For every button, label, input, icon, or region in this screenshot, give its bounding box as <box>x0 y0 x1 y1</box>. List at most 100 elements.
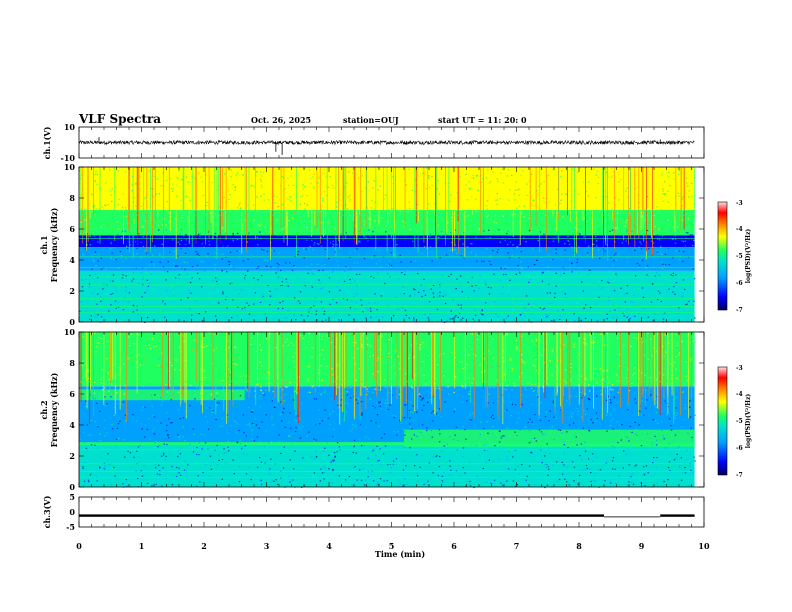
ch2-spectrogram-speckle <box>177 436 179 439</box>
ch2-spectrogram-speckle <box>251 429 253 431</box>
ch2-spectrogram-speckle <box>161 412 163 414</box>
ch2-spectrogram-speckle <box>515 356 518 358</box>
ch2-spectrogram-speckle <box>153 427 155 429</box>
ch1-spectrogram-speckle <box>236 207 239 209</box>
ch2-spectrogram-speckle <box>375 406 377 408</box>
ch2-spectrogram-speckle <box>565 336 567 338</box>
ch1-spectrogram-speckle <box>489 237 491 239</box>
ch2-spectrogram-speckle <box>107 340 110 343</box>
ch1-spectrogram-speckle <box>129 298 132 301</box>
ch1-spectrogram-speckle <box>261 186 263 189</box>
ch2-spectrogram-speckle <box>237 433 239 435</box>
ch1-spectrogram-speckle <box>592 243 594 246</box>
ch2-spectrogram-speckle <box>475 442 478 444</box>
ch2-spectrogram-speckle <box>500 437 503 439</box>
ch1-spectrogram-speckle <box>642 296 645 298</box>
ch1-spectrogram-speckle <box>202 281 205 283</box>
ch1-spectrogram-speckle <box>526 183 528 185</box>
ch2-spectrogram-speckle <box>493 479 496 481</box>
ch2-spectrogram-speckle <box>530 451 532 453</box>
ch1-spectrogram-speckle <box>291 269 294 272</box>
ch2-spectrogram-speckle <box>311 356 313 358</box>
ch2-spectrogram-speckle <box>398 404 401 406</box>
ch2-spectrogram-speckle <box>311 336 314 338</box>
ch2-spectrogram-speckle <box>484 397 486 399</box>
ch1-spectrogram-speckle <box>667 219 669 221</box>
ch2-spectrogram-speckle <box>548 409 550 411</box>
ch1-spectrogram-speckle <box>353 262 356 264</box>
ch2-spectrogram-speckle <box>538 416 540 419</box>
ch1-spectrogram-speckle <box>253 186 255 188</box>
ch1-spectrogram-speckle <box>562 309 564 311</box>
ch1-spectrogram-speckle <box>456 319 458 321</box>
ch1-spectrogram-speckle <box>202 216 204 218</box>
ch2-spectrogram-speckle <box>235 357 238 359</box>
ch1-spectrogram-speckle <box>185 239 187 241</box>
ch1-spectrogram-speckle <box>551 219 553 221</box>
ch2-spectrogram-speckle <box>80 381 83 384</box>
ch2-spectrogram-speckle <box>332 411 334 413</box>
ch1-spectrogram-speckle <box>519 314 522 316</box>
ch2-spectrogram-speckle <box>580 440 583 442</box>
ch1-spectrogram-speckle <box>84 176 86 178</box>
ch2-spectrogram-speckle <box>279 340 282 342</box>
ch2-spectrogram-speckle <box>674 366 677 369</box>
ch1-spectrogram-speckle <box>586 254 589 256</box>
ch1-spectrogram-speckle <box>615 259 617 261</box>
ch1-spectrogram-speckle <box>403 317 406 319</box>
ch1-spectrogram-speckle <box>201 320 204 322</box>
ch2-spectrogram-speckle <box>356 411 359 413</box>
ch2-spectrogram-speckle <box>104 430 106 432</box>
ch1-spectrogram-speckle <box>358 177 360 179</box>
ch1-spectrogram-speckle <box>655 272 658 274</box>
ch2-spectrogram-speckle <box>246 388 248 390</box>
ch1-spectrogram-speckle <box>302 286 304 288</box>
ch1-spectrogram-speckle <box>168 270 171 272</box>
ch2-spectrogram-speckle <box>359 418 362 420</box>
ch1-spectrogram-speckle <box>541 173 543 175</box>
ch2-spectrogram-speckle <box>664 400 666 402</box>
ch1-spectrogram-speckle <box>259 301 262 304</box>
ch1-spectrogram-speckle <box>683 234 685 236</box>
ch1-spectrogram-speckle <box>180 229 183 231</box>
ch1-spectrogram-speckle <box>269 304 271 306</box>
ch2-spectrogram-speckle <box>166 333 168 335</box>
ch2-spectrogram-speckle <box>81 393 84 396</box>
ch2-spectrogram-speckle <box>544 464 546 466</box>
ch1-spectrogram-speckle <box>560 199 562 201</box>
ch1-spectrogram-speckle <box>559 315 561 317</box>
ch1-spectrogram-speckle <box>621 314 624 316</box>
ch2-spectrogram-speckle <box>543 415 545 418</box>
ch1-spectrogram-speckle <box>328 277 331 279</box>
ch1-spectrogram-speckle <box>429 235 431 238</box>
ch1-spectrogram-speckle <box>153 263 155 265</box>
ch1-spectrogram-speckle <box>639 241 641 243</box>
ch1-spectrogram-speckle <box>434 211 436 214</box>
ch2-spectrogram-speckle <box>323 478 325 480</box>
ch1-spectrogram-speckle <box>86 233 89 235</box>
ch1-spectrogram-speckle <box>672 172 675 174</box>
ch1-spectrogram-speckle <box>467 263 470 265</box>
ch1-spectrogram-speckle <box>186 273 188 276</box>
ch1-spectrogram-speckle <box>225 201 228 203</box>
ch2-spectrogram-speckle <box>494 459 496 461</box>
ch2-spectrogram-speckle <box>250 478 252 481</box>
ch1-spectrogram-speckle <box>302 195 304 197</box>
ch2-spectrogram-speckle <box>573 346 575 348</box>
ch1-spectrogram-speckle <box>119 251 122 253</box>
ch2-spectrogram-speckle <box>684 480 686 482</box>
ch1-spectrogram-speckle <box>559 202 561 204</box>
ch2-spectrogram-speckle <box>110 383 113 385</box>
ch1-spectrogram-speckle <box>659 215 661 217</box>
ch1-spectrogram-speckle <box>492 261 494 263</box>
ch2-spectrogram-speckle <box>469 369 471 372</box>
ch2-spectrogram-speckle <box>390 484 392 486</box>
ch2-spectrogram-speckle <box>496 372 498 374</box>
ch1-spectrogram-speckle <box>232 183 234 186</box>
ch2-spectrogram-speckle <box>655 411 657 414</box>
ch2-spectrogram-speckle <box>282 389 284 391</box>
ch1-spectrogram-speckle <box>563 200 566 202</box>
ch2-spectrogram-speckle <box>98 342 100 344</box>
ch2-spectrogram-speckle <box>556 420 559 422</box>
